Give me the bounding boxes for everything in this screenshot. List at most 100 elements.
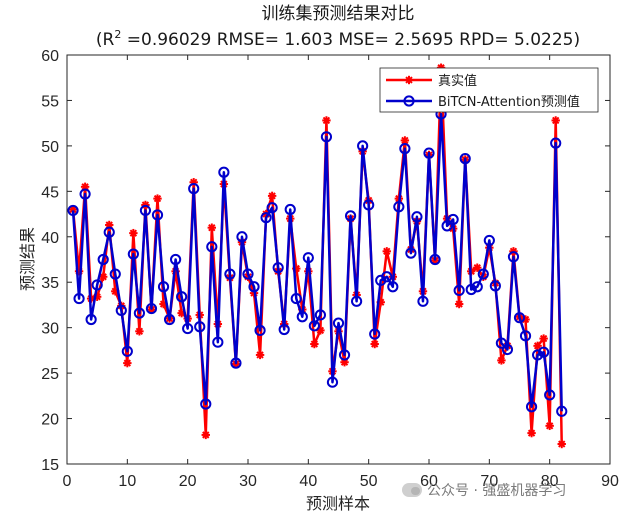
data-point-circle (284, 203, 296, 216)
data-point-circle (79, 188, 91, 200)
data-point-circle (363, 199, 375, 211)
data-point-circle (67, 204, 79, 217)
data-point-circle (405, 247, 417, 259)
data-point-circle (314, 309, 326, 321)
data-point-circle (97, 253, 109, 266)
data-point-circle (495, 337, 507, 349)
data-point-asterisk (527, 428, 536, 438)
y-tick-label: 20 (41, 412, 59, 429)
data-point-circle (513, 312, 526, 324)
x-tick-label: 10 (118, 473, 136, 490)
data-point-circle (483, 234, 495, 247)
data-point-circle (320, 131, 333, 143)
data-point-circle (115, 304, 127, 316)
data-point-circle (121, 345, 133, 357)
data-point-circle (411, 211, 423, 223)
data-point-asterisk (545, 421, 554, 431)
data-point-circle (176, 291, 188, 303)
data-point-asterisk (255, 350, 265, 360)
y-tick-label: 55 (41, 93, 59, 110)
data-point-circle (453, 284, 465, 297)
y-tick-label: 35 (41, 275, 59, 292)
data-point-circle (429, 253, 441, 266)
data-point-circle (459, 153, 471, 165)
data-point-circle (417, 295, 429, 307)
data-point-circle (91, 279, 103, 291)
data-point-circle (387, 281, 399, 293)
data-point-circle (351, 295, 363, 307)
data-point-circle (332, 317, 345, 329)
data-point-circle (73, 292, 85, 305)
data-point-circle (471, 281, 483, 293)
data-point-asterisk (129, 228, 138, 238)
subtitle-metrics: =0.96029 RMSE= 1.603 MSE= 2.5695 RPD= 5.… (121, 30, 580, 50)
data-point-asterisk (68, 205, 78, 214)
data-point-circle (381, 271, 393, 283)
data-point-asterisk (557, 439, 566, 449)
data-point-circle (260, 212, 272, 224)
legend-marker-asterisk (404, 75, 414, 85)
data-point-asterisk (497, 356, 506, 365)
data-point-circle (477, 268, 489, 280)
data-point-circle (188, 183, 200, 195)
chart-subtitle: (R2 =0.96029 RMSE= 1.603 MSE= 2.5695 RPD… (96, 28, 580, 50)
data-point-circle (538, 346, 550, 358)
data-point-circle (133, 307, 145, 319)
y-tick-label: 15 (41, 457, 59, 474)
x-tick-label: 50 (360, 473, 378, 490)
x-axis: 0 10 20 30 40 50 60 70 80 90 (63, 55, 619, 490)
x-tick-label: 70 (480, 473, 498, 490)
x-tick-label: 20 (179, 473, 197, 490)
x-tick-label: 0 (63, 473, 72, 490)
data-point-circle (465, 283, 477, 296)
series-predicted-values (67, 108, 568, 417)
data-point-asterisk (551, 116, 560, 125)
series-line (71, 112, 563, 412)
legend: 真实值 BiTCN-Attention预测值 (379, 67, 599, 113)
x-tick-label: 80 (541, 473, 559, 490)
data-point-circle (109, 268, 121, 280)
data-point-circle (507, 251, 520, 263)
data-point-circle (272, 262, 284, 274)
y-tick-label: 40 (41, 230, 59, 247)
plot-area (66, 54, 611, 465)
subtitle-prefix: (R (96, 30, 115, 50)
data-point-circle (489, 280, 501, 292)
data-point-circle (296, 311, 308, 323)
series-layer (67, 63, 568, 449)
data-point-asterisk (533, 341, 542, 351)
watermark-text: 公众号 · 强盛机器学习 (427, 483, 567, 499)
data-point-circle (170, 253, 182, 266)
y-tick-label: 60 (41, 48, 59, 65)
data-point-circle (338, 349, 351, 361)
subtitle-superscript: 2 (114, 28, 121, 41)
y-tick-label: 25 (41, 366, 59, 383)
x-tick-label: 30 (239, 473, 257, 490)
data-point-asterisk (539, 334, 548, 343)
data-point-circle (206, 241, 218, 253)
x-tick-label: 60 (420, 473, 438, 490)
data-point-circle (302, 252, 314, 264)
data-point-asterisk (135, 327, 144, 336)
data-point-asterisk (316, 326, 325, 335)
data-point-circle (532, 349, 544, 361)
data-point-circle (369, 328, 381, 340)
data-point-asterisk (473, 263, 482, 272)
data-point-circle (519, 330, 532, 342)
y-axis: 15 20 25 30 35 40 45 50 55 60 (41, 48, 610, 474)
data-point-circle (326, 376, 339, 388)
data-point-circle (127, 248, 139, 260)
data-point-circle (344, 210, 357, 222)
data-point-asterisk (99, 272, 108, 281)
data-point-asterisk (123, 358, 132, 368)
data-point-circle (248, 281, 260, 293)
data-point-circle (399, 143, 411, 155)
data-point-asterisk (454, 299, 464, 309)
data-point-circle (145, 302, 158, 315)
data-point-circle (550, 137, 562, 149)
data-point-circle (194, 321, 206, 333)
data-point-circle (218, 166, 230, 178)
data-point-circle (447, 213, 459, 226)
data-point-circle (157, 281, 170, 293)
data-point-circle (200, 398, 212, 410)
